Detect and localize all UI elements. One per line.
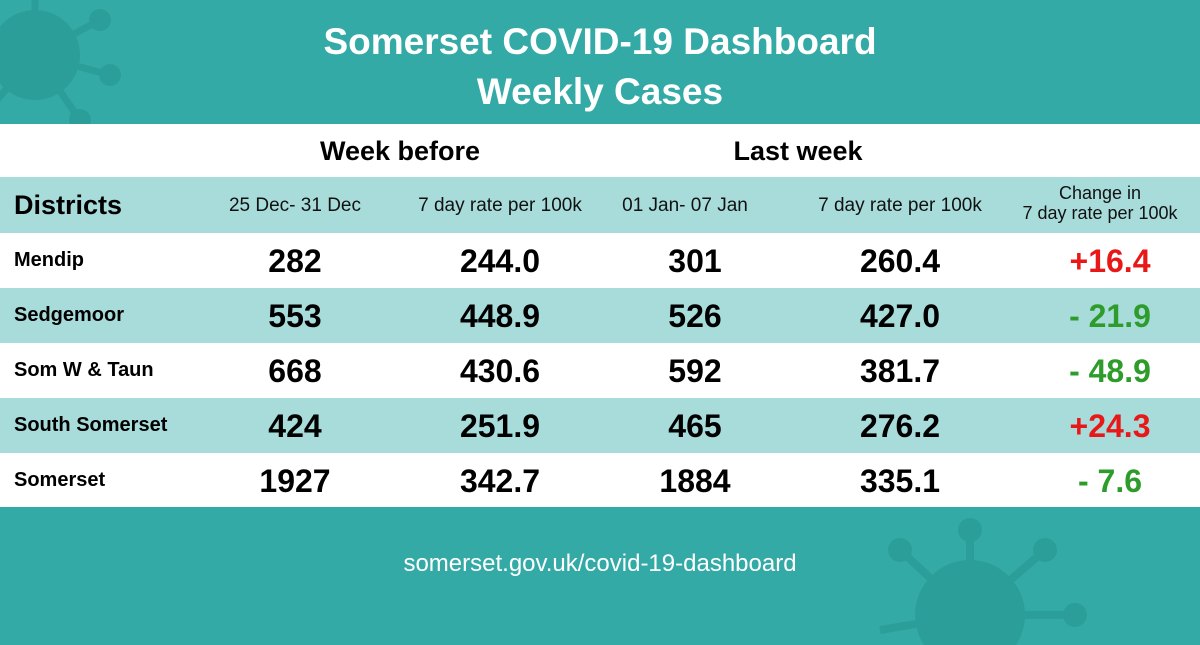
week-before-heading: Week before bbox=[319, 136, 481, 166]
last-week-dates: 01 Jan- 07 Jan bbox=[622, 195, 748, 216]
rate-change: +16.4 bbox=[1069, 243, 1151, 279]
last-week-rate-header: 7 day rate per 100k bbox=[818, 195, 982, 216]
dashboard-link[interactable]: somerset.gov.uk/covid-19-dashboard bbox=[403, 550, 797, 577]
page-subtitle: Weekly Cases bbox=[476, 71, 724, 112]
week-before-rate: 430.6 bbox=[459, 353, 541, 389]
last-week-rate: 260.4 bbox=[859, 243, 941, 279]
district-name: Somerset bbox=[14, 469, 106, 491]
column-header-row: Districts 25 Dec- 31 Dec 7 day rate per … bbox=[0, 177, 1200, 233]
dashboard-header: Somerset COVID-19 Dashboard Weekly Cases bbox=[0, 0, 1200, 124]
week-before-cases: 553 bbox=[268, 298, 322, 334]
week-before-rate-header: 7 day rate per 100k bbox=[418, 195, 582, 216]
week-before-cases: 1927 bbox=[259, 463, 331, 499]
virus-icon bbox=[879, 518, 1087, 645]
week-before-dates: 25 Dec- 31 Dec bbox=[228, 195, 361, 216]
last-week-heading: Last week bbox=[733, 136, 863, 166]
district-name: Sedgemoor bbox=[14, 304, 125, 326]
rate-change: - 7.6 bbox=[1077, 463, 1143, 499]
last-week-cases: 465 bbox=[668, 408, 722, 444]
weekly-cases-table: Week before Last week Districts 25 Dec- … bbox=[0, 124, 1200, 507]
table-row: Somerset 1927 342.7 1884 335.1 - 7.6 bbox=[0, 453, 1200, 508]
week-before-rate: 342.7 bbox=[459, 463, 541, 499]
week-before-cases: 282 bbox=[268, 243, 322, 279]
week-before-rate: 448.9 bbox=[459, 298, 541, 334]
table-row: Som W & Taun 668 430.6 592 381.7 - 48.9 bbox=[0, 343, 1200, 398]
page-title: Somerset COVID-19 Dashboard bbox=[323, 21, 877, 62]
last-week-rate: 427.0 bbox=[859, 298, 941, 334]
last-week-cases: 1884 bbox=[659, 463, 731, 499]
week-before-cases: 424 bbox=[268, 408, 322, 444]
district-name: Mendip bbox=[14, 249, 84, 271]
rate-change: - 48.9 bbox=[1069, 353, 1151, 389]
table-row: Mendip 282 244.0 301 260.4 +16.4 bbox=[0, 233, 1200, 288]
district-name: South Somerset bbox=[14, 414, 168, 436]
change-column-header: Change in 7 day rate per 100k bbox=[1022, 183, 1178, 223]
last-week-rate: 335.1 bbox=[859, 463, 941, 499]
last-week-cases: 526 bbox=[668, 298, 722, 334]
last-week-cases: 592 bbox=[668, 353, 722, 389]
table-row: Sedgemoor 553 448.9 526 427.0 - 21.9 bbox=[0, 288, 1200, 343]
rate-change: +24.3 bbox=[1069, 408, 1151, 444]
last-week-cases: 301 bbox=[668, 243, 722, 279]
rate-change: - 21.9 bbox=[1069, 298, 1151, 334]
districts-column-header: Districts bbox=[14, 190, 123, 220]
week-before-cases: 668 bbox=[268, 353, 322, 389]
last-week-rate: 276.2 bbox=[859, 408, 941, 444]
week-before-rate: 244.0 bbox=[459, 243, 541, 279]
district-name: Som W & Taun bbox=[14, 359, 154, 381]
last-week-rate: 381.7 bbox=[859, 353, 941, 389]
table-row: South Somerset 424 251.9 465 276.2 +24.3 bbox=[0, 398, 1200, 453]
week-before-rate: 251.9 bbox=[459, 408, 541, 444]
